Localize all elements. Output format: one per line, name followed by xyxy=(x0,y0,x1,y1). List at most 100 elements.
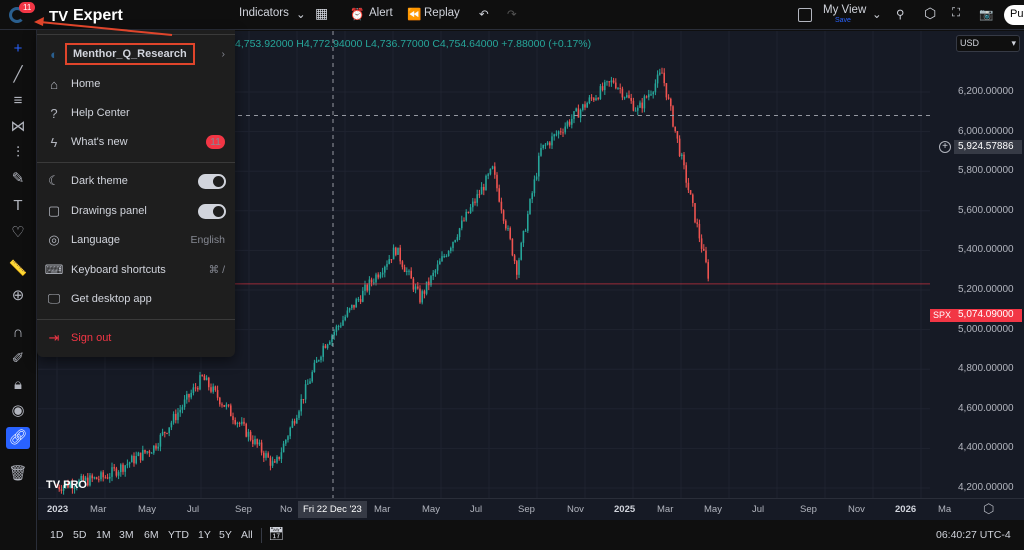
avatar[interactable] xyxy=(9,7,25,23)
menu-item-home[interactable]: ⌂ Home xyxy=(37,70,235,98)
clock[interactable]: 06:40:27 UTC-4 xyxy=(936,529,1011,541)
eye-icon[interactable]: ◉ xyxy=(11,402,25,419)
ruler-icon[interactable]: 📏 xyxy=(8,260,28,277)
pattern-icon[interactable]: ⋈ xyxy=(10,118,26,135)
layouts-icon[interactable]: ▦ xyxy=(315,5,329,21)
time-tick-label: Mar xyxy=(657,504,674,515)
add-alert-icon[interactable]: + xyxy=(939,141,951,153)
publish-button[interactable]: Pu xyxy=(1004,5,1024,25)
candle-body xyxy=(254,439,256,444)
candle-body xyxy=(582,104,584,110)
candle-body xyxy=(168,427,170,434)
fib-icon[interactable]: ≡ xyxy=(13,92,23,109)
menu-item-label: Language xyxy=(71,234,120,246)
candle-body xyxy=(201,375,203,377)
range-1d[interactable]: 1D xyxy=(50,529,64,541)
heart-icon[interactable]: ♡ xyxy=(11,224,25,241)
range-1m[interactable]: 1M xyxy=(96,529,111,541)
drawing-toolbar: + ╱ ≡ ⋈ ⫶ ✎ T ♡ 📏 ⊕ ∩ ✐ 🔒︎ ◉ 🔗︎ 🗑︎ xyxy=(0,30,37,550)
link-icon[interactable]: 🔗︎ xyxy=(6,427,30,449)
goto-date-icon[interactable]: 📅︎ xyxy=(268,526,285,541)
candle-body xyxy=(219,397,221,405)
candle-body xyxy=(485,175,487,191)
zoom-icon[interactable]: ⊕ xyxy=(11,287,25,304)
annotation-arrow xyxy=(34,17,173,36)
redo-icon[interactable]: ↷ xyxy=(507,9,517,21)
range-all[interactable]: All xyxy=(241,529,253,541)
range-5y[interactable]: 5Y xyxy=(219,529,232,541)
candle-body xyxy=(575,108,577,112)
time-axis[interactable]: 2023 Mar May Jul Sep No Mar May Jul Sep Nov 2025 Mar… xyxy=(38,498,1024,520)
magnet-icon[interactable]: ∩ xyxy=(12,324,24,341)
replay-button[interactable]: Replay xyxy=(424,7,460,19)
indicators-button[interactable]: Indicators xyxy=(239,7,289,19)
settings-icon[interactable]: ⬡ xyxy=(924,5,937,21)
candle-body xyxy=(458,228,461,238)
view-name[interactable]: My View xyxy=(823,4,867,16)
range-3m[interactable]: 3M xyxy=(119,529,134,541)
view-save[interactable]: Save xyxy=(835,17,851,24)
layout-square-icon[interactable] xyxy=(798,8,812,22)
candle-body xyxy=(109,476,111,479)
candle-body xyxy=(553,134,555,137)
candle-body xyxy=(366,284,368,291)
candle-body xyxy=(113,467,115,469)
lock-drawings-icon[interactable]: ✐ xyxy=(11,350,25,367)
candle-body xyxy=(610,80,613,83)
menu-item-what-s-new[interactable]: ϟ What's new 11 xyxy=(37,128,235,156)
candle-body xyxy=(197,387,199,390)
brush-icon[interactable]: ✎ xyxy=(11,170,25,187)
forecast-icon[interactable]: ⫶ xyxy=(16,144,20,161)
symbol-label: SPX xyxy=(930,309,955,322)
axis-settings-icon[interactable]: ⬡ xyxy=(983,501,995,516)
chevron-down-icon[interactable]: ⌄ xyxy=(872,9,882,21)
trendline-icon[interactable]: ╱ xyxy=(13,66,23,83)
toggle-switch[interactable] xyxy=(198,173,226,189)
candle-body xyxy=(256,439,258,445)
replay-icon[interactable]: ⏪ xyxy=(407,9,422,21)
undo-icon[interactable]: ↶ xyxy=(479,9,489,21)
candle-body xyxy=(612,80,615,83)
chevron-down-icon[interactable]: ⌄ xyxy=(296,9,306,21)
toggle-switch[interactable] xyxy=(198,203,226,219)
account-item[interactable]: ◐ Menthor_Q_Research › xyxy=(37,40,235,68)
candle-body xyxy=(379,274,382,278)
time-tick-label: 2023 xyxy=(47,504,69,515)
menu-item-language[interactable]: ◎ Language English xyxy=(37,226,235,254)
range-1y[interactable]: 1Y xyxy=(198,529,211,541)
camera-icon[interactable]: 📷 xyxy=(979,9,994,21)
candle-body xyxy=(474,201,476,203)
quick-search-icon[interactable]: ⚲ xyxy=(896,9,905,21)
menu-item-sign-out[interactable]: ⇥ Sign out xyxy=(37,324,235,352)
menu-item-drawings-panel[interactable]: ▢ Drawings panel xyxy=(37,197,235,225)
menu-item-dark-theme[interactable]: ☾ Dark theme xyxy=(37,167,235,195)
currency-select[interactable]: USD ▾ xyxy=(956,35,1020,52)
candle-body xyxy=(681,154,683,157)
candle-body xyxy=(102,472,104,478)
candle-body xyxy=(342,320,344,326)
text-icon[interactable]: T xyxy=(13,197,23,214)
time-tick-label: Ma xyxy=(938,504,952,515)
candle-body xyxy=(447,250,450,256)
alert-button[interactable]: Alert xyxy=(369,7,393,19)
candle-body xyxy=(322,345,324,357)
candle-body xyxy=(230,405,232,417)
price-axis[interactable]: USD ▾ 6,200.00000 6,000.00000 5,800.00000 5,… xyxy=(930,31,1024,498)
candle-body xyxy=(654,83,657,93)
home-icon: ⌂ xyxy=(50,76,58,92)
range-5d[interactable]: 5D xyxy=(73,529,87,541)
range-6m[interactable]: 6M xyxy=(144,529,159,541)
trash-icon[interactable]: 🗑︎ xyxy=(8,465,28,482)
menu-item-get-desktop-app[interactable]: 🖵 Get desktop app xyxy=(37,285,235,313)
candle-body xyxy=(238,422,241,424)
menu-item-keyboard-shortcuts[interactable]: ⌨ Keyboard shortcuts ⌘ / xyxy=(37,256,235,284)
alarm-icon[interactable]: ⏰ xyxy=(350,9,365,21)
candle-body xyxy=(340,325,342,327)
ohlc-legend: 4,753.92000 H4,772.94000 L4,736.77000 C4… xyxy=(235,38,592,50)
candle-body xyxy=(502,210,505,221)
fullscreen-icon[interactable]: ⛶ xyxy=(952,7,961,19)
range-ytd[interactable]: YTD xyxy=(168,529,189,541)
lock-icon[interactable]: 🔒︎ xyxy=(14,376,22,393)
crosshair-icon[interactable]: + xyxy=(13,40,23,57)
menu-item-help-center[interactable]: ? Help Center xyxy=(37,99,235,127)
